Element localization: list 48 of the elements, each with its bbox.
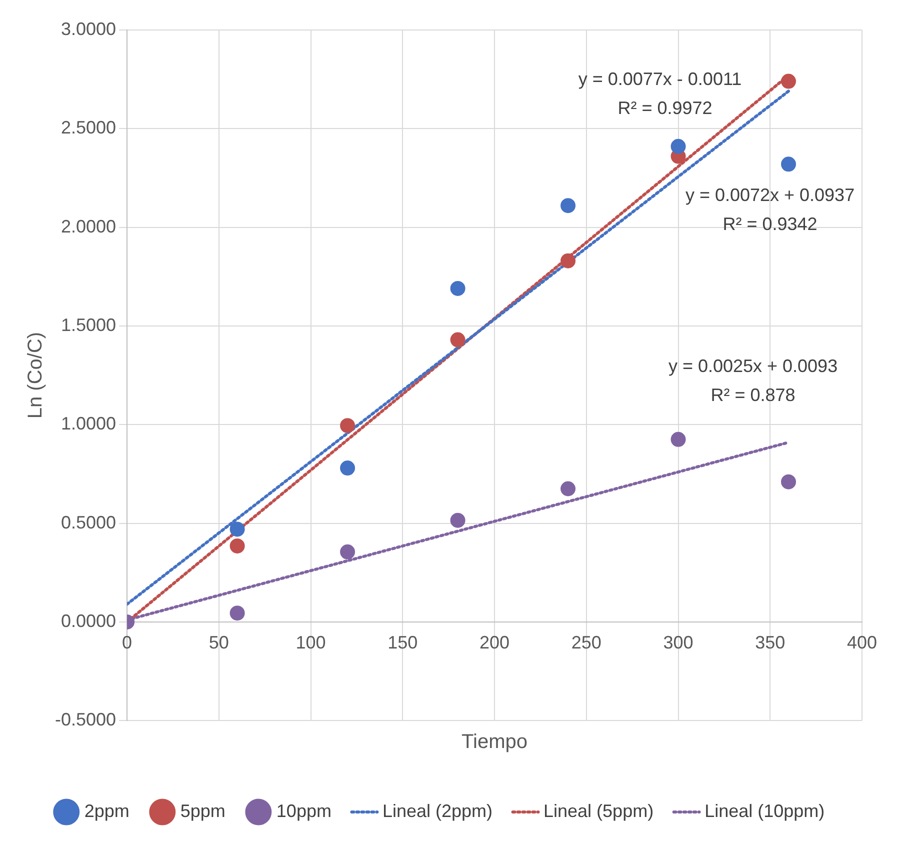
annotation: y = 0.0025x + 0.0093 xyxy=(668,356,838,376)
point xyxy=(340,460,356,476)
legend-label: Lineal (10ppm) xyxy=(704,800,825,821)
point xyxy=(560,253,576,268)
annotation: R² = 0.9342 xyxy=(722,214,818,234)
point xyxy=(340,418,356,434)
x-tick-label: 150 xyxy=(388,632,418,653)
point xyxy=(781,474,796,490)
annotation: y = 0.0072x + 0.0937 xyxy=(685,184,855,205)
point xyxy=(230,538,245,554)
y-tick-label: -0.5000 xyxy=(54,710,116,730)
legend-label: 10ppm xyxy=(276,800,332,821)
y-axis-title: Ln (Co/C) xyxy=(24,332,47,419)
annotation: R² = 0.9972 xyxy=(618,98,712,118)
x-tick-label: 100 xyxy=(296,632,326,653)
x-tick-label: 50 xyxy=(208,632,229,653)
y-tick-label: 3.0000 xyxy=(60,18,116,39)
x-tick-label: 300 xyxy=(663,632,694,653)
point xyxy=(560,198,576,214)
x-tick-label: 400 xyxy=(846,632,878,653)
point xyxy=(670,432,686,447)
point xyxy=(670,138,686,154)
y-tick-label: 1.5000 xyxy=(60,314,116,335)
point xyxy=(781,156,796,172)
annotation: R² = 0.878 xyxy=(710,384,796,405)
point xyxy=(450,332,466,348)
point xyxy=(230,522,245,537)
point xyxy=(450,512,466,528)
legend-label: Lineal (2ppm) xyxy=(382,800,493,821)
point xyxy=(450,280,466,296)
x-tick-label: 250 xyxy=(571,632,602,653)
point xyxy=(781,74,796,89)
annotation: y = 0.0077x - 0.0011 xyxy=(578,68,742,89)
legend-label: 2ppm xyxy=(84,800,130,821)
x-tick-label: 350 xyxy=(755,632,786,653)
y-tick-label: 2.5000 xyxy=(60,118,116,138)
x-tick-label: 200 xyxy=(480,632,510,653)
x-tick-label: 0 xyxy=(122,632,132,653)
point xyxy=(340,544,356,560)
legend-label: Lineal (5ppm) xyxy=(544,800,654,821)
y-tick-label: 0.5000 xyxy=(60,512,116,532)
legend-label: 5ppm xyxy=(180,800,226,821)
y-tick-label: 2.0000 xyxy=(60,216,116,236)
point xyxy=(230,606,245,621)
point xyxy=(560,481,576,496)
y-tick-label: 0.0000 xyxy=(60,610,116,631)
x-axis-title: Tiempo xyxy=(462,731,528,754)
y-tick-label: 1.0000 xyxy=(60,414,116,434)
